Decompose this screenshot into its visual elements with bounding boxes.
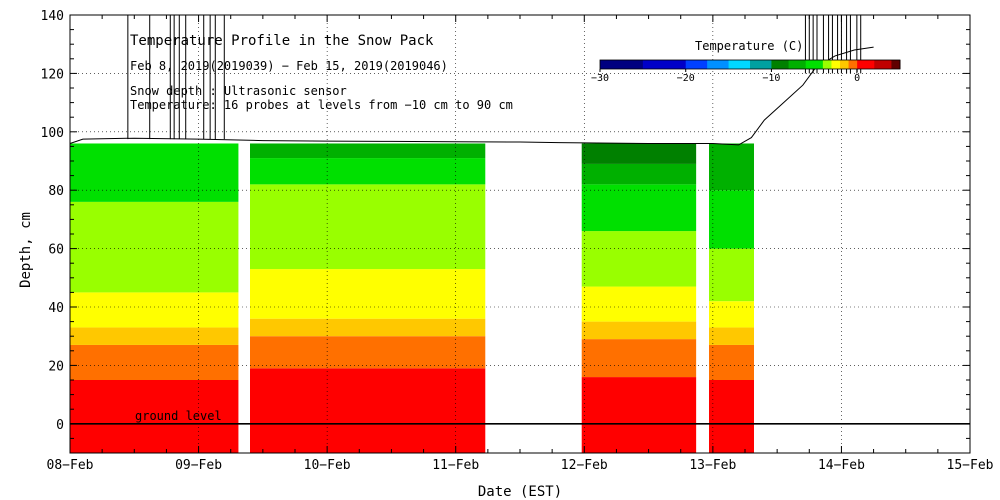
x-axis-label: Date (EST) — [478, 484, 562, 500]
temperature-band-seg1-3 — [250, 269, 486, 319]
temperature-band-seg0-5 — [70, 143, 239, 202]
colorbar-band-1 — [642, 60, 687, 69]
colorbar-band-6 — [771, 60, 790, 69]
temperature-band-seg2-6 — [581, 163, 697, 185]
x-tick-label: 12−Feb — [561, 458, 608, 473]
temperature-band-seg3-1 — [709, 344, 754, 380]
colorbar-band-2 — [685, 60, 708, 69]
colorbar-band-7 — [788, 60, 807, 69]
temperature-band-seg1-6 — [250, 143, 486, 159]
temperature-band-seg3-5 — [709, 190, 754, 249]
y-tick-label: 20 — [48, 359, 64, 374]
temperature-band-seg2-1 — [581, 339, 697, 378]
colorbar-label: Temperature (C) — [695, 39, 803, 53]
colorbar-frame — [599, 59, 901, 70]
x-tick-label: 09−Feb — [175, 458, 222, 473]
temperature-band-seg2-2 — [581, 321, 697, 340]
y-tick-label: 60 — [48, 243, 64, 258]
colorbar-tick-label: 0 — [854, 73, 860, 84]
x-tick-label: 15−Feb — [947, 458, 994, 473]
axes-layer: 08−Feb 09−Feb 10−Feb 11−Feb 12−Feb 13−Feb 14−F… — [41, 9, 994, 473]
temperature-band-seg2-7 — [581, 143, 697, 164]
colorbar-band-14 — [874, 60, 892, 69]
y-tick-label: 100 — [41, 126, 64, 141]
temperature-band-seg1-1 — [250, 336, 486, 369]
temperature-band-seg1-4 — [250, 184, 486, 270]
colorbar-band-12 — [848, 60, 858, 69]
temperature-band-seg0-0 — [70, 380, 239, 453]
chart-subtitle: Feb 8, 2019(2019039) − Feb 15, 2019(2019… — [130, 59, 448, 73]
colorbar-band-3 — [707, 60, 730, 69]
data-layer — [70, 143, 754, 453]
temperature-band-seg1-0 — [250, 368, 486, 453]
x-tick-label: 11−Feb — [432, 458, 479, 473]
y-tick-label: 0 — [56, 418, 64, 433]
temperature-band-seg3-0 — [709, 380, 754, 453]
temperature-band-seg3-4 — [709, 248, 754, 302]
chart-title: Temperature Profile in the Snow Pack — [130, 33, 434, 49]
colorbar-band-0 — [600, 60, 644, 69]
temperature-band-seg0-3 — [70, 292, 239, 328]
temperature-band-seg3-6 — [709, 143, 754, 191]
temperature-band-seg0-2 — [70, 327, 239, 345]
temperature-band-seg0-1 — [70, 344, 239, 380]
temperature-band-seg3-3 — [709, 301, 754, 328]
snow-depth-layer — [69, 15, 874, 146]
colorbar-tick-label: −10 — [762, 73, 780, 84]
temperature-band-seg2-4 — [581, 231, 697, 287]
grid-layer — [70, 15, 970, 453]
y-tick-label: 120 — [41, 67, 64, 82]
y-tick-label: 40 — [48, 301, 64, 316]
temperature-band-seg3-2 — [709, 327, 754, 345]
y-axis-label: Depth, cm — [18, 212, 34, 288]
colorbar-tick-label: −30 — [591, 73, 609, 84]
colorbar-band-9 — [822, 60, 832, 69]
y-tick-label: 80 — [48, 184, 64, 199]
colorbar: −30 −20 −10 0 — [591, 59, 901, 84]
x-tick-label: 08−Feb — [47, 458, 94, 473]
colorbar-band-13 — [857, 60, 875, 69]
colorbar-band-4 — [728, 60, 751, 69]
x-tick-label: 10−Feb — [304, 458, 351, 473]
colorbar-band-15 — [891, 60, 901, 69]
colorbar-band-8 — [805, 60, 824, 69]
colorbar-band-11 — [840, 60, 850, 69]
temperature-band-seg2-3 — [581, 286, 697, 322]
y-tick-label: 140 — [41, 9, 64, 24]
temperature-band-seg2-5 — [581, 184, 697, 232]
ground-level-label: ground level — [135, 409, 222, 423]
colorbar-tick-label: −20 — [677, 73, 695, 84]
snow-depth-line — [69, 46, 874, 146]
temperature-band-seg2-0 — [581, 377, 697, 453]
colorbar-band-5 — [750, 60, 772, 69]
snow-depth-note: Snow depth : Ultrasonic sensor — [130, 84, 347, 98]
x-tick-label: 13−Feb — [689, 458, 736, 473]
colorbar-band-10 — [831, 60, 841, 69]
temperature-band-seg1-5 — [250, 158, 486, 185]
temperature-note: Temperature: 16 probes at levels from −1… — [130, 98, 513, 112]
x-tick-label: 14−Feb — [818, 458, 865, 473]
temperature-band-seg1-2 — [250, 318, 486, 337]
temperature-band-seg0-4 — [70, 201, 239, 293]
